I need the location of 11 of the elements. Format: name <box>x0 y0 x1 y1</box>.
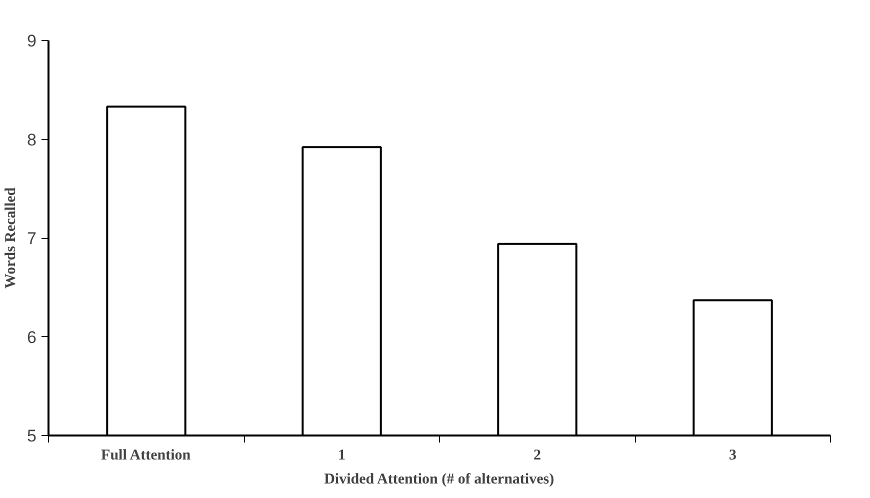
y-tick-label: 6 <box>27 328 37 347</box>
y-tick-label: 8 <box>27 130 37 150</box>
y-axis-title: Words Recalled <box>3 186 20 289</box>
x-tick-label: 1 <box>338 448 346 464</box>
x-tick-label: Full Attention <box>101 448 192 464</box>
y-tick-label: 7 <box>27 229 37 248</box>
y-tick-label: 9 <box>27 32 37 50</box>
y-tick-label: 5 <box>27 426 37 446</box>
x-tick-label: 3 <box>729 448 736 464</box>
x-axis-title: Divided Attention (# of alternatives) <box>324 472 554 488</box>
x-tick-label: 2 <box>534 448 541 464</box>
